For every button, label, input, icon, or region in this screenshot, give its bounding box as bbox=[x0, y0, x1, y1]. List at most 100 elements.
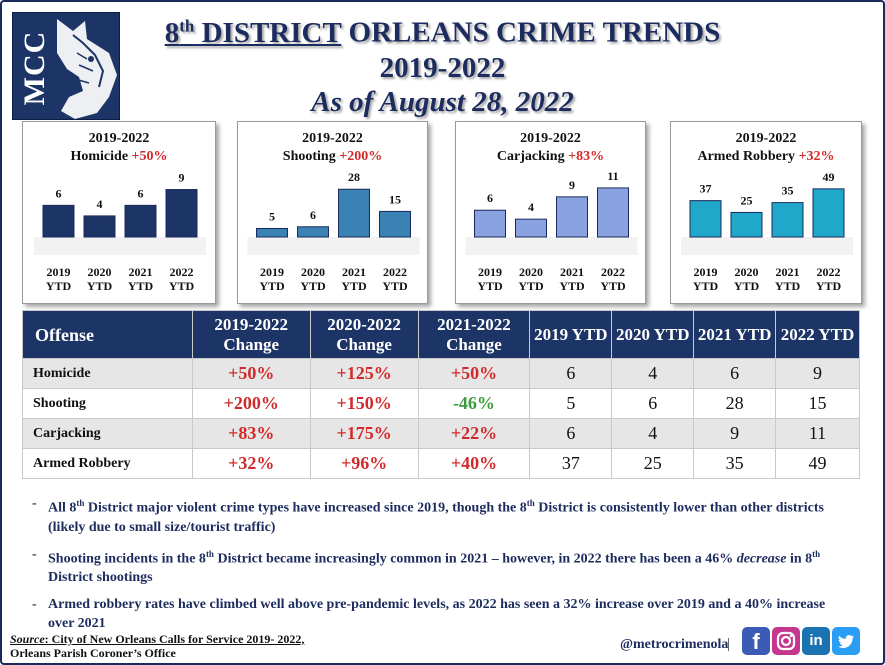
change-cell: +32% bbox=[191, 448, 311, 479]
logo-text: MCC bbox=[18, 30, 51, 106]
table-row: Armed Robbery +32% +96% +40% 37 25 35 49 bbox=[22, 448, 860, 479]
x-tick-label: YTD bbox=[477, 279, 503, 293]
x-tick-label: 2022 bbox=[383, 265, 407, 279]
chart-title-offense: Armed Robbery bbox=[697, 149, 796, 164]
bullet-dash: - bbox=[32, 597, 37, 613]
notes-list: - All 8th District major violent crime t… bbox=[32, 494, 852, 641]
bar-value-label: 11 bbox=[607, 169, 618, 183]
header-2019-ytd: 2019 YTD bbox=[529, 310, 613, 359]
x-tick-label: YTD bbox=[300, 279, 326, 293]
bar-value-label: 6 bbox=[56, 186, 62, 200]
instagram-icon[interactable] bbox=[772, 627, 800, 655]
offense-cell: Shooting bbox=[22, 388, 193, 419]
chart-title: 2019-2022 Carjacking +83% bbox=[456, 130, 645, 166]
bullet-dash: - bbox=[32, 546, 37, 562]
x-tick-label: YTD bbox=[382, 279, 408, 293]
chart-title-years: 2019-2022 bbox=[520, 131, 581, 146]
note-text: Armed robbery rates have climbed well ab… bbox=[48, 597, 826, 632]
ytd-cell: 6 bbox=[529, 358, 613, 389]
change-cell: +175% bbox=[309, 418, 419, 449]
facebook-icon[interactable]: f bbox=[742, 627, 770, 655]
chart-title-years: 2019-2022 bbox=[302, 131, 363, 146]
wolf-logo-icon bbox=[57, 19, 117, 119]
x-tick-label: 2019 bbox=[47, 265, 71, 279]
ytd-cell: 5 bbox=[529, 388, 613, 419]
bar-value-label: 6 bbox=[138, 186, 144, 200]
carjacking-bar bbox=[556, 196, 588, 238]
note-text: in 8 bbox=[786, 551, 813, 567]
homicide-bar bbox=[165, 189, 198, 238]
x-tick-label: YTD bbox=[775, 279, 801, 293]
shooting-bar bbox=[338, 188, 370, 238]
ytd-cell: 35 bbox=[693, 448, 777, 479]
title-line-1: 8th DISTRICT ORLEANS CRIME TRENDS bbox=[150, 8, 735, 51]
ytd-cell: 6 bbox=[611, 388, 695, 419]
bar-value-label: 35 bbox=[782, 184, 794, 198]
armed-robbery-bar bbox=[689, 200, 722, 238]
note-text: District major violent crime types have … bbox=[84, 500, 527, 516]
header-2021-ytd: 2021 YTD bbox=[693, 310, 777, 359]
note-sup: th bbox=[526, 498, 535, 508]
header-2021-2022-change: 2021-2022 Change bbox=[417, 310, 531, 359]
x-tick-label: YTD bbox=[600, 279, 626, 293]
ytd-cell: 15 bbox=[775, 388, 860, 419]
ytd-cell: 37 bbox=[529, 448, 613, 479]
change-cell: +96% bbox=[309, 448, 419, 479]
note-text: District shootings bbox=[48, 570, 153, 586]
linkedin-icon[interactable]: in bbox=[802, 627, 830, 655]
change-cell: +50% bbox=[417, 358, 531, 389]
offense-cell: Carjacking bbox=[22, 418, 193, 449]
x-tick-label: YTD bbox=[87, 279, 113, 293]
ytd-cell: 9 bbox=[693, 418, 777, 449]
source-label: Source bbox=[10, 632, 45, 646]
bar-value-label: 4 bbox=[97, 197, 103, 211]
change-cell: +40% bbox=[417, 448, 531, 479]
carjacking-bar bbox=[515, 218, 547, 238]
bar-value-label: 4 bbox=[528, 200, 534, 214]
source-line-2: Orleans Parish Coroner’s Office bbox=[10, 646, 176, 660]
note-sup: th bbox=[205, 548, 214, 559]
carjacking-bar bbox=[597, 187, 629, 238]
homicide-bar bbox=[42, 204, 75, 238]
x-tick-label: YTD bbox=[518, 279, 544, 293]
x-tick-label: 2019 bbox=[260, 265, 284, 279]
chart-title-change: +83% bbox=[568, 149, 605, 164]
ytd-cell: 11 bbox=[775, 418, 860, 449]
chart-title-change: +200% bbox=[339, 149, 383, 164]
shooting-bar bbox=[297, 226, 329, 238]
table-row: Homicide +50% +125% +50% 6 4 6 9 bbox=[22, 358, 860, 389]
header-2020-ytd: 2020 YTD bbox=[611, 310, 695, 359]
x-tick-label: YTD bbox=[169, 279, 195, 293]
bar-value-label: 37 bbox=[700, 182, 712, 196]
twitter-icon[interactable] bbox=[832, 627, 860, 655]
x-tick-label: YTD bbox=[128, 279, 154, 293]
bullet-dash: - bbox=[32, 496, 37, 511]
note-sup: th bbox=[76, 498, 85, 508]
social-handle[interactable]: @metrocrimenola bbox=[620, 637, 729, 652]
bar-value-label: 5 bbox=[269, 209, 275, 223]
armed-robbery-bar bbox=[730, 211, 763, 238]
x-tick-label: 2020 bbox=[88, 265, 112, 279]
chart-title-years: 2019-2022 bbox=[735, 131, 797, 146]
note-text: Shooting incidents in the 8 bbox=[48, 551, 206, 567]
change-cell: +125% bbox=[309, 358, 419, 389]
bar-value-label: 49 bbox=[823, 170, 835, 184]
x-tick-label: 2022 bbox=[601, 265, 625, 279]
bar-value-label: 15 bbox=[389, 192, 401, 206]
table-row: Shooting +200% +150% -46% 5 6 28 15 bbox=[22, 388, 860, 419]
title-district-word: DISTRICT bbox=[194, 16, 342, 49]
source-citation: Source: City of New Orleans Calls for Se… bbox=[10, 632, 304, 660]
title-sup: th bbox=[179, 16, 195, 35]
x-tick-label: YTD bbox=[734, 279, 760, 293]
table-row: Carjacking +83% +175% +22% 6 4 9 11 bbox=[22, 418, 860, 449]
ytd-cell: 25 bbox=[611, 448, 695, 479]
carjacking-chart-panel: 2019-2022 Carjacking +83% 6 2019 YTD 4 2020 Y… bbox=[455, 121, 646, 304]
offense-cell: Homicide bbox=[22, 358, 193, 389]
chart-baseline bbox=[681, 237, 853, 255]
note-text: All 8 bbox=[48, 500, 77, 516]
chart-title-offense: Shooting bbox=[282, 149, 336, 164]
armed-robbery-bar bbox=[812, 188, 845, 238]
ytd-cell: 6 bbox=[529, 418, 613, 449]
chart-title: 2019-2022 Armed Robbery +32% bbox=[671, 130, 861, 166]
x-tick-label: 2021 bbox=[129, 265, 153, 279]
